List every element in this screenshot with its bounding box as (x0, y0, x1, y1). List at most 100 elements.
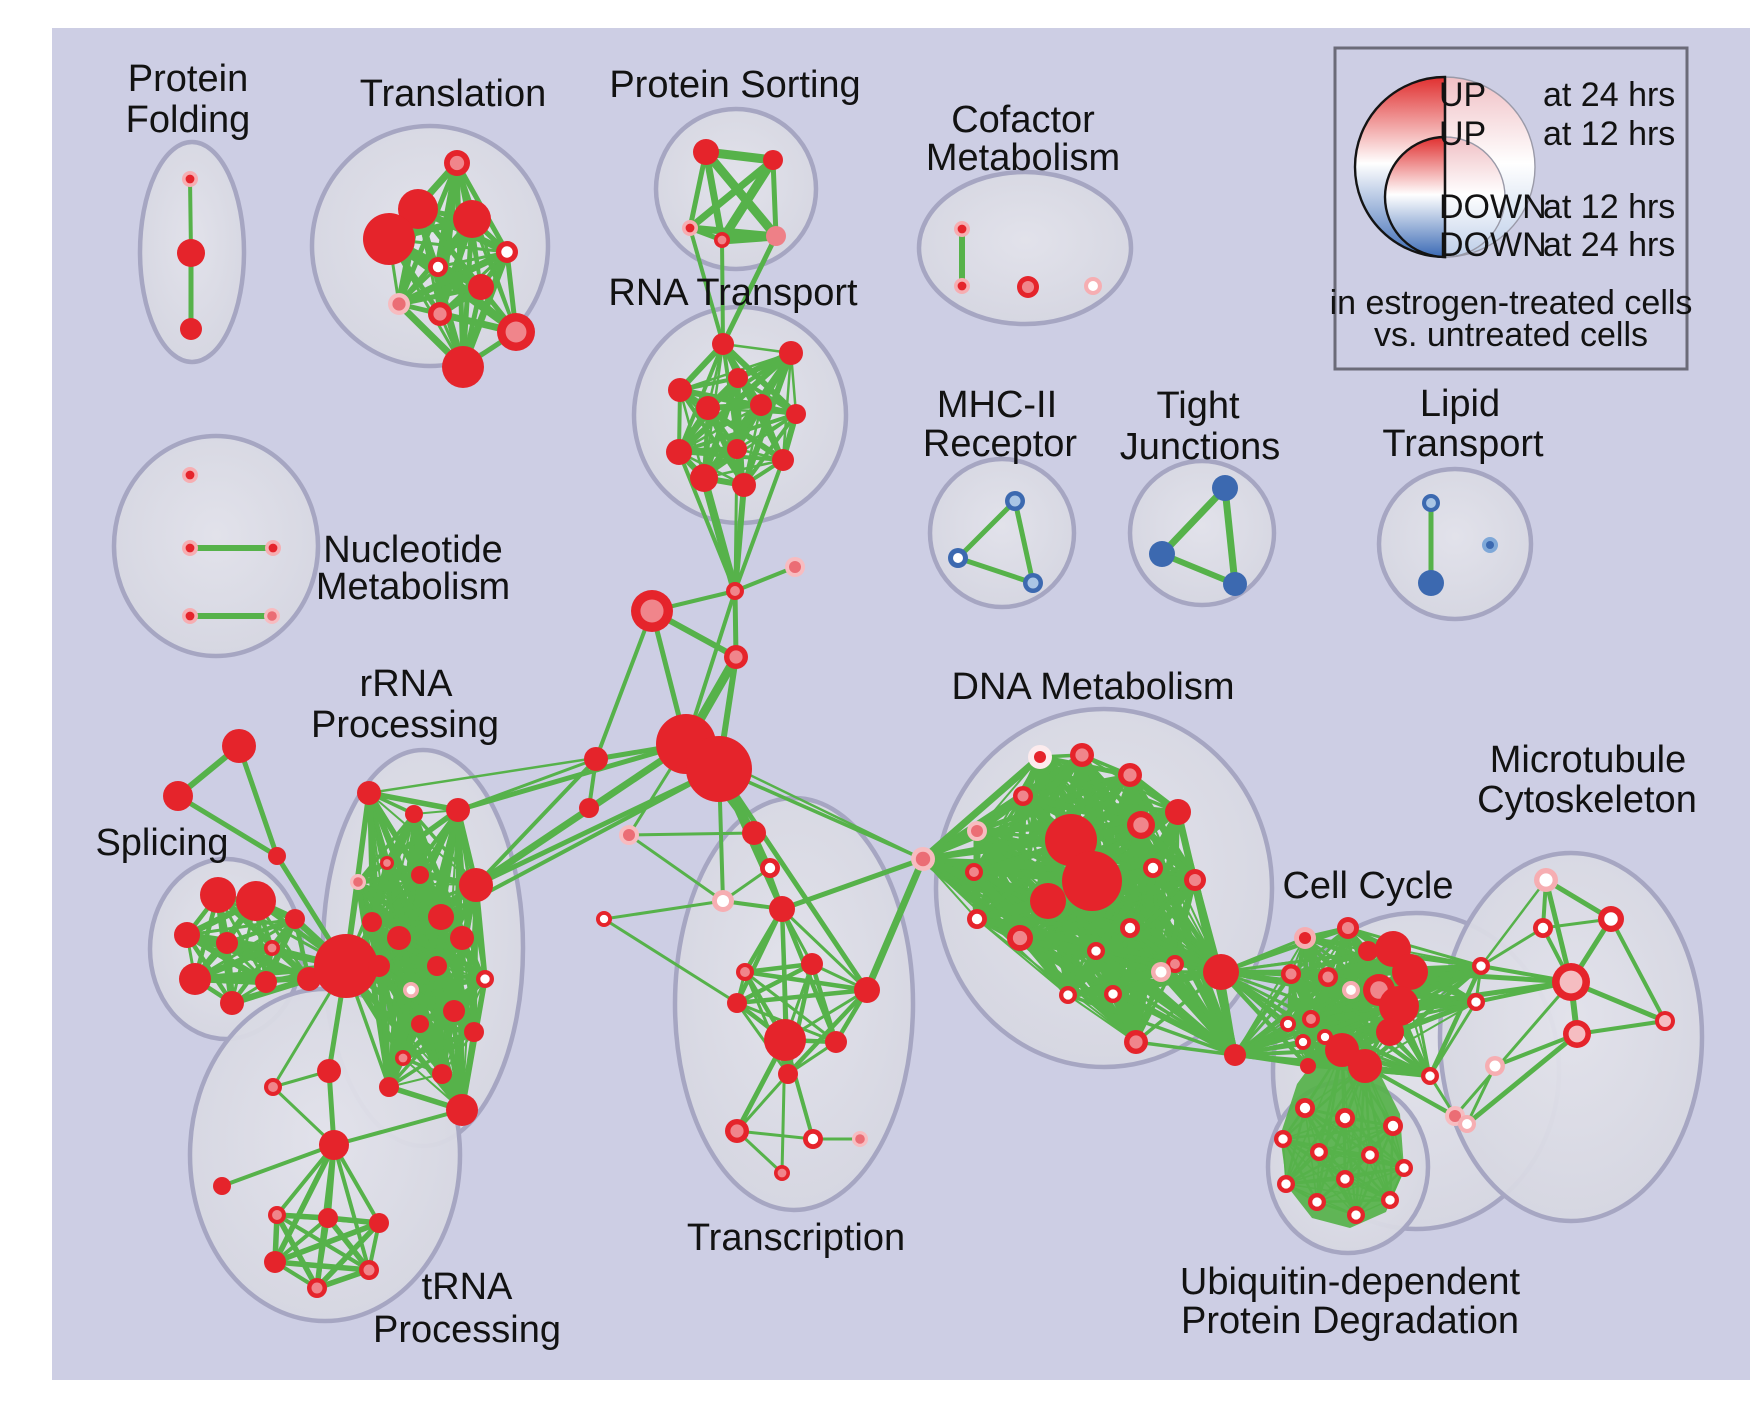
edge (700, 474, 739, 595)
node-179 (1395, 1159, 1413, 1177)
node-10 (388, 293, 410, 315)
node-24 (750, 394, 772, 416)
node-circle (779, 341, 803, 365)
node-103 (712, 890, 734, 912)
node-83 (379, 1077, 399, 1097)
node-circle (468, 274, 494, 300)
node-116 (852, 1131, 868, 1147)
edge-rrna-mesh (452, 1009, 464, 1112)
node-circle (1147, 862, 1159, 874)
node-circle (357, 781, 381, 805)
node-129 (1030, 883, 1066, 919)
node-circle (317, 1059, 341, 1083)
node-148 (1281, 964, 1301, 984)
node-circle (1385, 1195, 1395, 1205)
node-166 (1295, 1034, 1311, 1050)
node-123 (1165, 799, 1191, 825)
edge (1479, 926, 1545, 968)
node-circle (363, 1264, 375, 1276)
node-135 (1087, 942, 1105, 960)
cluster-label: Metabolism (316, 566, 510, 608)
node-circle (1604, 912, 1618, 926)
node-141 (1124, 1030, 1148, 1054)
node-circle (1034, 751, 1046, 763)
node-159 (1300, 1058, 1316, 1074)
node-110 (764, 1019, 806, 1061)
legend-ring-12h-right (1444, 136, 1506, 258)
edge (594, 609, 654, 761)
edge-trna-mesh (272, 1220, 382, 1265)
node-circle (1314, 1147, 1324, 1157)
node-circle (786, 404, 806, 424)
edge-trna-mesh (332, 1143, 371, 1272)
node-136 (1166, 955, 1184, 973)
node-39 (1149, 541, 1175, 567)
edge-dna-mesh (1157, 968, 1239, 1059)
node-circle (1017, 790, 1029, 802)
node-circle (1108, 989, 1118, 999)
node-circle (392, 297, 406, 311)
edge-rna-transport-mesh (677, 342, 725, 454)
node-circle (369, 1213, 389, 1233)
node-74 (368, 955, 390, 977)
edge-dna-mesh (1112, 993, 1236, 1056)
node-circle (729, 650, 743, 664)
node-84 (446, 1094, 478, 1126)
node-38 (1212, 475, 1238, 501)
edge-dna-mesh (1134, 970, 1223, 1044)
node-137 (1059, 986, 1077, 1004)
edge-cell-cycle-mesh (1233, 926, 1350, 1057)
edge-protein-sorting-mesh (717, 155, 778, 245)
node-circle (449, 155, 465, 171)
node-32 (954, 278, 970, 294)
edge-trna-mesh (325, 1215, 372, 1273)
edge-ubiquitin-mesh (1343, 1116, 1406, 1170)
node-circle (685, 223, 695, 233)
node-circle (693, 139, 719, 165)
node-17 (714, 232, 730, 248)
node-circle (686, 736, 752, 802)
edge-translation-mesh (396, 284, 484, 307)
edge-dna-mesh (922, 858, 978, 920)
node-circle (1027, 577, 1039, 589)
node-19 (712, 333, 734, 355)
cluster-label: rRNA (360, 663, 454, 705)
cluster-label: Tight (1156, 385, 1240, 427)
node-circle (363, 213, 415, 265)
edge (1428, 1000, 1478, 1078)
node-149 (1318, 967, 1338, 987)
edge-dna-mesh (1134, 1040, 1237, 1057)
node-20 (779, 341, 803, 365)
node-circle (411, 866, 429, 884)
edge-trna-mesh (332, 1143, 381, 1225)
edge-rna-transport-mesh (702, 412, 798, 480)
node-circle (971, 825, 983, 837)
node-circle (1476, 961, 1486, 971)
node-88 (213, 1177, 231, 1195)
node-circle (163, 781, 193, 811)
edge-transcription-mesh (743, 970, 838, 1044)
node-circle (766, 226, 786, 246)
node-125 (911, 847, 935, 871)
node-29 (690, 464, 718, 492)
edge (455, 741, 689, 813)
node-30 (732, 473, 756, 497)
edge (1158, 484, 1229, 558)
edge-rrna-mesh (369, 860, 390, 925)
node-circle (1351, 1210, 1361, 1220)
node-50 (163, 781, 193, 811)
node-75 (403, 982, 419, 998)
node-circle (311, 1282, 323, 1294)
edge-rrna-mesh (441, 978, 486, 1075)
cluster-label: MHC-II (937, 384, 1057, 426)
node-circle (398, 1053, 408, 1063)
node-65 (446, 798, 470, 822)
edge-trna-mesh (315, 1216, 330, 1290)
node-92 (264, 1251, 286, 1273)
node-113 (778, 1064, 798, 1084)
node-7 (496, 241, 518, 263)
node-circle (668, 378, 692, 402)
legend-direction: UP (1439, 76, 1486, 114)
edge-cell-cycle-mesh (1289, 926, 1350, 976)
